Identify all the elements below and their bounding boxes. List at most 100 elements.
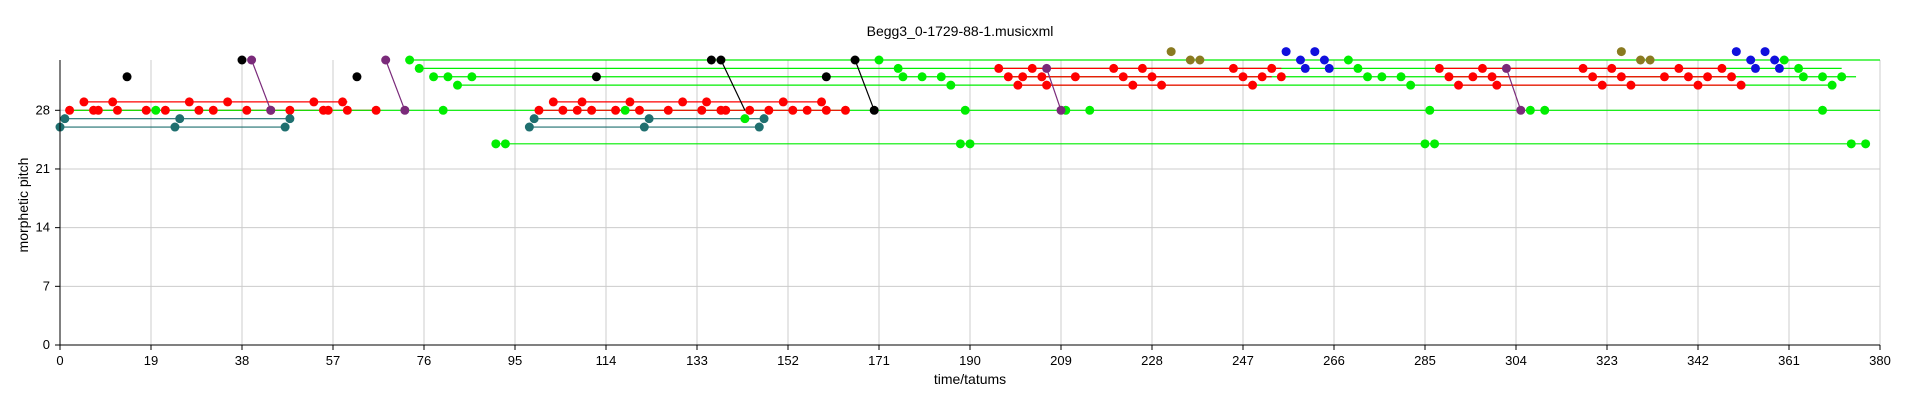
data-point: [1042, 80, 1052, 90]
data-point: [1731, 47, 1741, 57]
data-point: [716, 55, 726, 65]
data-point: [663, 105, 673, 115]
data-point: [414, 63, 424, 73]
x-tick-label: 190: [959, 353, 981, 368]
data-point: [1779, 55, 1789, 65]
data-point: [1492, 80, 1502, 90]
x-tick-label: 152: [777, 353, 799, 368]
data-point: [778, 97, 788, 107]
data-point: [151, 105, 161, 115]
data-point: [1018, 72, 1028, 82]
x-tick-label: 133: [686, 353, 708, 368]
data-point: [1827, 80, 1837, 90]
data-point: [1137, 63, 1147, 73]
points: [55, 47, 1871, 149]
data-point: [917, 72, 927, 82]
chart-title: Begg3_0-1729-88-1.musicxml: [867, 23, 1054, 39]
data-point: [548, 97, 558, 107]
data-point: [994, 63, 1004, 73]
data-point: [1468, 72, 1478, 82]
x-tick-label: 266: [1323, 353, 1345, 368]
data-point: [1477, 63, 1487, 73]
data-point: [1818, 105, 1828, 115]
data-point: [764, 105, 774, 115]
data-point: [1746, 55, 1756, 65]
x-axis-label: time/tatums: [934, 371, 1006, 387]
data-point: [1185, 55, 1195, 65]
data-point: [639, 122, 649, 132]
data-point: [625, 97, 635, 107]
data-point: [160, 105, 170, 115]
data-point: [1487, 72, 1497, 82]
data-point: [1794, 63, 1804, 73]
x-tick-label: 57: [326, 353, 340, 368]
grid: [59, 60, 1881, 346]
data-point: [1659, 72, 1669, 82]
segment-line: [720, 59, 746, 111]
data-point: [1257, 72, 1267, 82]
data-point: [141, 105, 151, 115]
data-point: [1070, 72, 1080, 82]
data-point: [309, 97, 319, 107]
data-point: [1420, 139, 1430, 149]
x-tick-label: 76: [417, 353, 431, 368]
data-point: [1157, 80, 1167, 90]
data-point: [429, 72, 439, 82]
x-tick-label: 228: [1141, 353, 1163, 368]
data-point: [1353, 63, 1363, 73]
data-point: [802, 105, 812, 115]
data-point: [1578, 63, 1588, 73]
axes: 0 19 38 57 76 95 114 133 152 171 190 209 228 247 266 28…: [36, 60, 1891, 368]
data-point: [1626, 80, 1636, 90]
data-point: [1037, 72, 1047, 82]
data-point: [529, 114, 539, 124]
data-point: [1056, 105, 1066, 115]
y-axis-label: morphetic pitch: [15, 158, 31, 253]
data-point: [338, 97, 348, 107]
data-point: [1295, 55, 1305, 65]
data-point: [1516, 105, 1526, 115]
data-point: [1195, 55, 1205, 65]
data-point: [1750, 63, 1760, 73]
data-point: [524, 122, 534, 132]
data-point: [400, 105, 410, 115]
data-point: [1525, 105, 1535, 115]
x-tick-label: 171: [868, 353, 890, 368]
x-tick-label: 285: [1414, 353, 1436, 368]
data-point: [1430, 139, 1440, 149]
data-point: [1343, 55, 1353, 65]
data-point: [577, 97, 587, 107]
data-point: [323, 105, 333, 115]
data-point: [759, 114, 769, 124]
x-tick-label: 114: [596, 353, 617, 368]
y-tick-label: 7: [43, 278, 50, 293]
segment-line: [854, 59, 875, 111]
data-point: [1109, 63, 1119, 73]
data-point: [381, 55, 391, 65]
x-tick-label: 323: [1596, 353, 1618, 368]
data-point: [342, 105, 352, 115]
data-point: [1425, 105, 1435, 115]
data-point: [745, 105, 755, 115]
data-point: [587, 105, 597, 115]
data-point: [1770, 55, 1780, 65]
data-point: [438, 105, 448, 115]
y-tick-label: 28: [36, 102, 50, 117]
data-point: [1434, 63, 1444, 73]
data-point: [443, 72, 453, 82]
data-point: [1276, 72, 1286, 82]
data-point: [1281, 47, 1291, 57]
data-point: [706, 55, 716, 65]
data-point: [1444, 72, 1454, 82]
data-point: [1540, 105, 1550, 115]
data-point: [122, 72, 132, 82]
data-point: [184, 97, 194, 107]
data-point: [754, 122, 764, 132]
data-point: [405, 55, 415, 65]
x-tick-label: 19: [144, 353, 158, 368]
data-point: [534, 105, 544, 115]
data-point: [965, 139, 975, 149]
data-point: [1228, 63, 1238, 73]
data-point: [1396, 72, 1406, 82]
data-point: [1128, 80, 1138, 90]
